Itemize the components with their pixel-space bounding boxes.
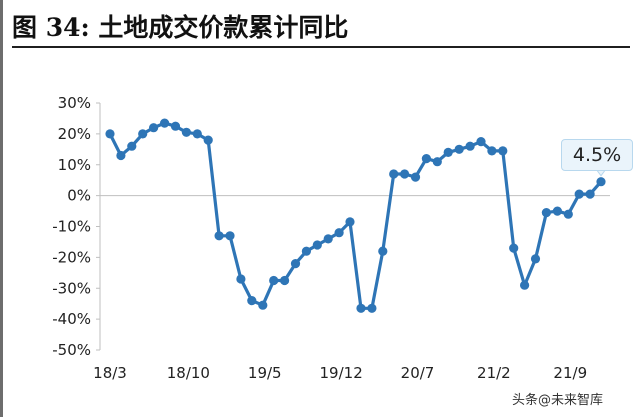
x-tick-label: 21/2 xyxy=(477,364,511,382)
data-point xyxy=(214,231,224,241)
data-point xyxy=(149,123,159,133)
x-tick-label: 19/5 xyxy=(248,364,282,382)
x-tick-label: 20/7 xyxy=(401,364,435,382)
data-point xyxy=(367,303,377,313)
left-edge-bar xyxy=(0,0,3,417)
y-tick-label: -50% xyxy=(52,341,91,359)
data-point xyxy=(258,300,268,310)
y-tick-label: 10% xyxy=(58,156,91,174)
data-point xyxy=(509,243,519,253)
data-point xyxy=(498,146,508,156)
data-point xyxy=(105,129,115,139)
y-tick-label: -40% xyxy=(52,310,91,328)
data-point xyxy=(345,217,355,227)
data-point xyxy=(116,150,126,161)
data-point xyxy=(563,209,573,219)
data-point xyxy=(269,275,279,286)
data-point xyxy=(236,274,246,284)
data-point xyxy=(596,177,606,187)
data-point xyxy=(225,231,235,241)
x-tick-label: 18/10 xyxy=(167,364,210,382)
data-point xyxy=(170,121,181,131)
y-tick-label: -10% xyxy=(52,218,91,236)
x-axis: 18/3 18/10 19/5 19/12 20/7 21/2 21/9 xyxy=(93,195,610,382)
x-tick-label: 21/9 xyxy=(553,364,587,382)
data-point xyxy=(476,137,486,147)
data-point xyxy=(160,118,170,128)
data-point xyxy=(378,246,388,256)
data-point xyxy=(356,303,366,313)
x-tick-label: 18/3 xyxy=(93,364,127,382)
last-value-callout: 4.5% xyxy=(561,139,633,171)
data-point xyxy=(192,129,202,139)
y-tick-label: 30% xyxy=(58,94,91,112)
data-point xyxy=(301,246,311,256)
data-point xyxy=(203,135,213,145)
data-point xyxy=(280,275,290,286)
data-point xyxy=(465,141,475,151)
data-point xyxy=(400,169,410,179)
data-point xyxy=(421,154,431,164)
data-point xyxy=(574,189,584,199)
y-tick-label: 20% xyxy=(58,125,91,143)
data-point xyxy=(487,146,497,156)
data-point xyxy=(432,157,442,167)
title-underline xyxy=(12,46,630,48)
data-point xyxy=(585,189,595,199)
data-point xyxy=(389,169,399,179)
data-point xyxy=(290,259,301,269)
y-tick-label: -30% xyxy=(52,279,91,297)
data-point xyxy=(323,234,333,244)
data-point xyxy=(181,127,191,137)
data-point xyxy=(312,240,322,250)
data-point xyxy=(410,172,421,182)
y-tick-label: 0% xyxy=(67,187,91,205)
chart-title: 图 34: 土地成交价款累计同比 xyxy=(12,13,349,42)
data-point xyxy=(138,129,148,139)
data-point xyxy=(541,208,552,218)
data-point xyxy=(530,254,541,264)
data-point xyxy=(127,141,137,151)
data-point xyxy=(247,296,257,306)
data-point xyxy=(334,228,344,238)
series-path xyxy=(108,121,603,310)
y-axis: 30% 20% 10% 0% -10% -20% -30% -40% -50% xyxy=(52,94,101,359)
series-line xyxy=(105,118,607,313)
data-point xyxy=(454,144,464,154)
data-point xyxy=(520,280,530,290)
watermark: 头条@未来智库 xyxy=(512,393,604,408)
x-tick-label: 19/12 xyxy=(320,364,363,382)
data-point xyxy=(552,206,563,216)
data-point xyxy=(443,147,453,157)
y-tick-label: -20% xyxy=(52,248,91,266)
